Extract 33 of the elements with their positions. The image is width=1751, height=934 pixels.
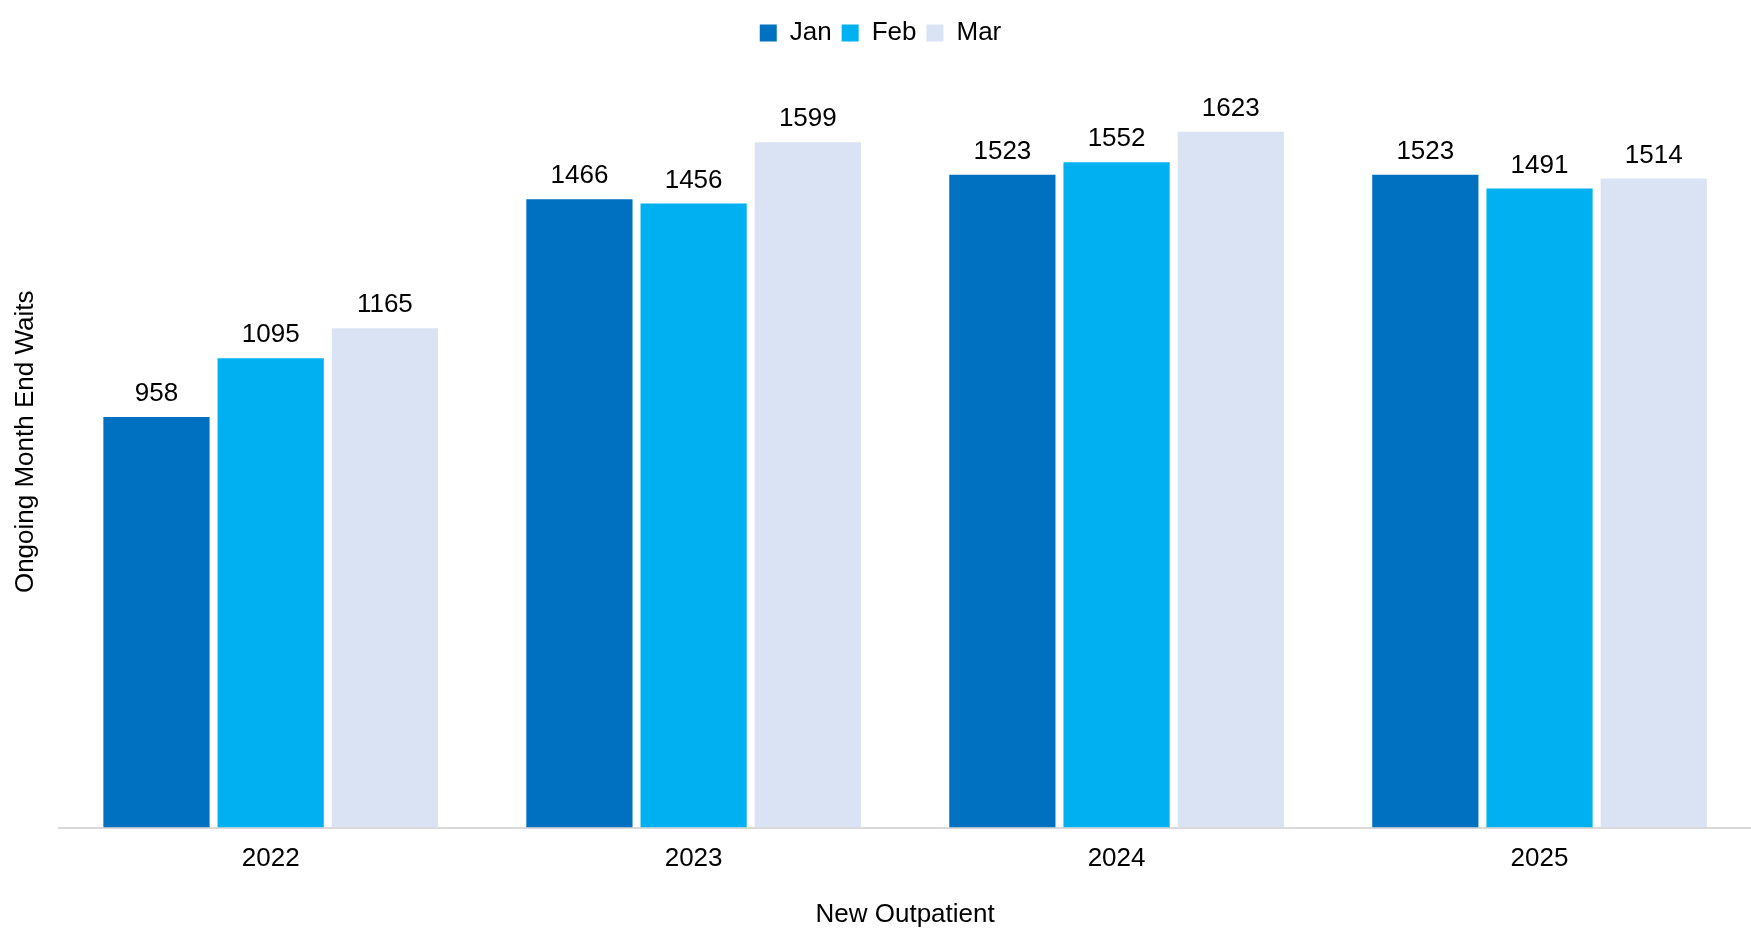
- data-label: 1623: [1201, 92, 1260, 123]
- bar: [103, 416, 210, 828]
- bar: [1372, 174, 1479, 828]
- legend-label: Mar: [956, 16, 1002, 47]
- bar: [1177, 131, 1284, 828]
- x-tick-label: 2025: [1510, 842, 1569, 873]
- data-label: 1523: [1396, 134, 1455, 165]
- bar: [949, 174, 1056, 828]
- x-tick-label: 2023: [664, 842, 723, 873]
- data-label: 1523: [973, 134, 1032, 165]
- bar: [754, 142, 861, 828]
- data-label: 958: [134, 377, 179, 408]
- x-tick-label: 2024: [1087, 842, 1146, 873]
- x-tick-label: 2022: [241, 842, 300, 873]
- data-label: 1552: [1087, 122, 1146, 153]
- bar: [526, 199, 633, 828]
- data-label: 1456: [664, 163, 723, 194]
- data-label: 1491: [1510, 148, 1569, 179]
- y-axis-title: Ongoing Month End Waits: [8, 290, 39, 594]
- legend-label: Feb: [871, 16, 917, 47]
- data-label: 1095: [241, 318, 300, 349]
- x-axis-title: New Outpatient: [815, 897, 996, 928]
- bar: [1063, 162, 1170, 828]
- bar: [640, 203, 747, 828]
- bar: [217, 358, 324, 828]
- data-label: 1599: [778, 102, 837, 133]
- bar: [1600, 178, 1707, 828]
- bar: [1486, 188, 1593, 828]
- data-label: 1466: [550, 159, 609, 190]
- bar: [331, 328, 438, 828]
- legend-label: Jan: [789, 16, 832, 47]
- data-label: 1165: [356, 288, 413, 319]
- data-label: 1514: [1624, 138, 1683, 169]
